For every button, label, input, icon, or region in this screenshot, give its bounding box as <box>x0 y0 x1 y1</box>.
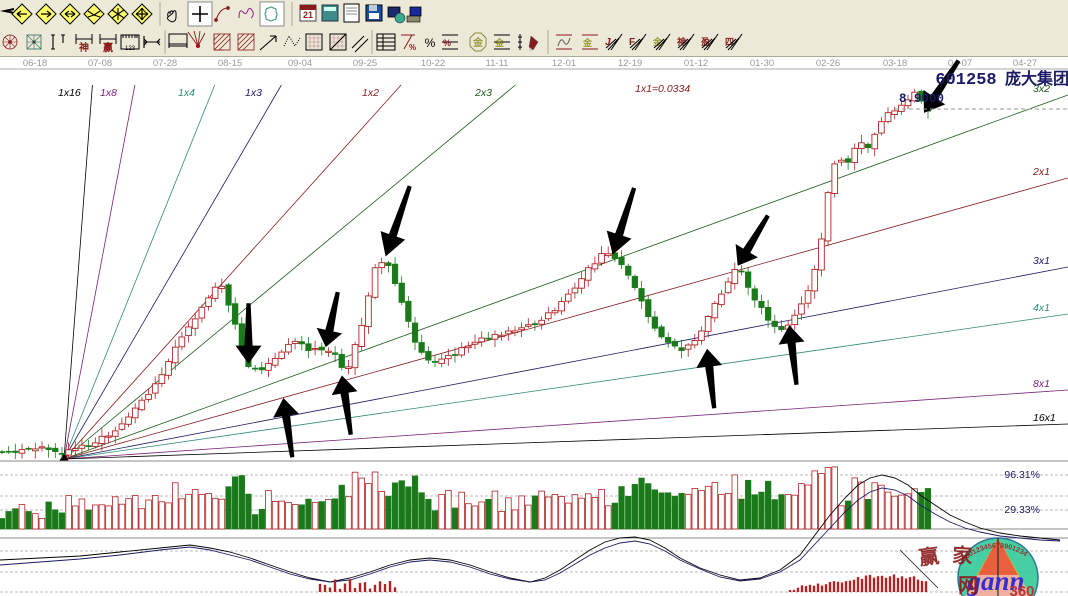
svg-text:21: 21 <box>303 10 313 20</box>
svg-text:赢: 赢 <box>103 41 113 54</box>
svg-text:%: % <box>425 36 436 50</box>
svg-text:赢: 赢 <box>917 543 940 570</box>
svg-text:%: % <box>409 43 416 52</box>
svg-text:网: 网 <box>958 575 978 596</box>
svg-text:金: 金 <box>494 37 505 48</box>
svg-text:神: 神 <box>79 41 89 54</box>
svg-text:金: 金 <box>472 36 484 49</box>
svg-text:%: % <box>443 38 451 48</box>
svg-text:360: 360 <box>1009 583 1034 596</box>
svg-text:家: 家 <box>952 543 974 568</box>
svg-text:金: 金 <box>582 37 593 48</box>
svg-text:123: 123 <box>125 46 136 52</box>
